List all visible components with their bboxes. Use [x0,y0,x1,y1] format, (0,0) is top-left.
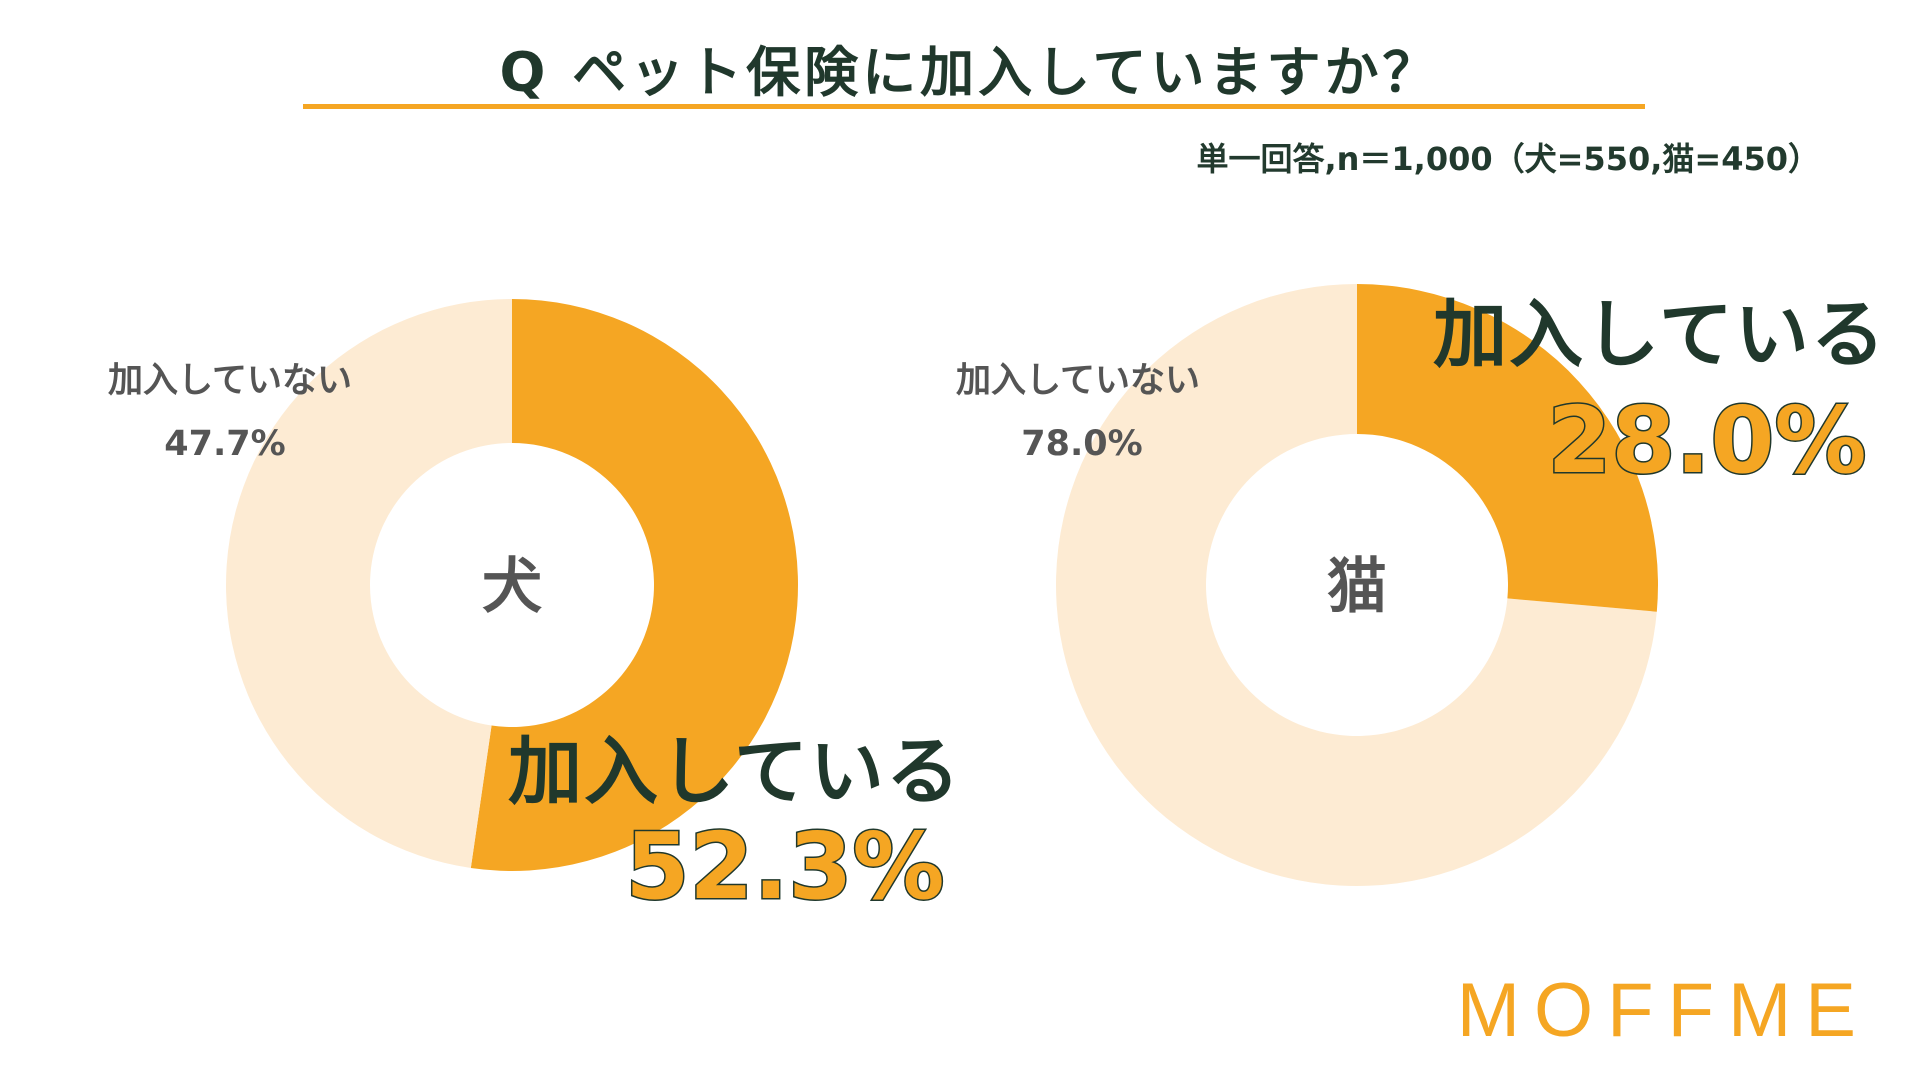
cat-not-insured-value: 78.0% [1021,424,1142,464]
slice-dog-not-insured [225,299,513,869]
slice-dog-insured [470,299,798,871]
moffme-logo: MOFFME [1456,968,1870,1053]
dog-insured-value: 52.3% [625,813,944,920]
dog-insured-label: 加入している [508,729,962,815]
cat-insured-label: 加入している [1433,292,1887,378]
cat-center-label: 猫 [1327,552,1387,622]
chart-cat: 猫 加入していない 78.0% 加入している 28.0% [956,284,1887,886]
dog-not-insured-label: 加入していない [108,361,352,401]
dog-center-label: 犬 [482,552,542,622]
dog-not-insured-value: 47.7% [164,424,285,464]
cat-not-insured-label: 加入していない [956,361,1200,401]
slice-cat-not-insured [1056,284,1657,886]
slice-cat-insured [1357,284,1659,612]
cat-insured-value: 28.0% [1547,387,1866,494]
sample-note: 単一回答,n＝1,000（犬=550,猫=450） [1196,140,1820,178]
chart-dog: 犬 加入していない 47.7% 加入している 52.3% [108,299,962,922]
title-underline [303,104,1645,109]
page-title: Q ペット保険に加入していますか？ [499,41,1441,104]
